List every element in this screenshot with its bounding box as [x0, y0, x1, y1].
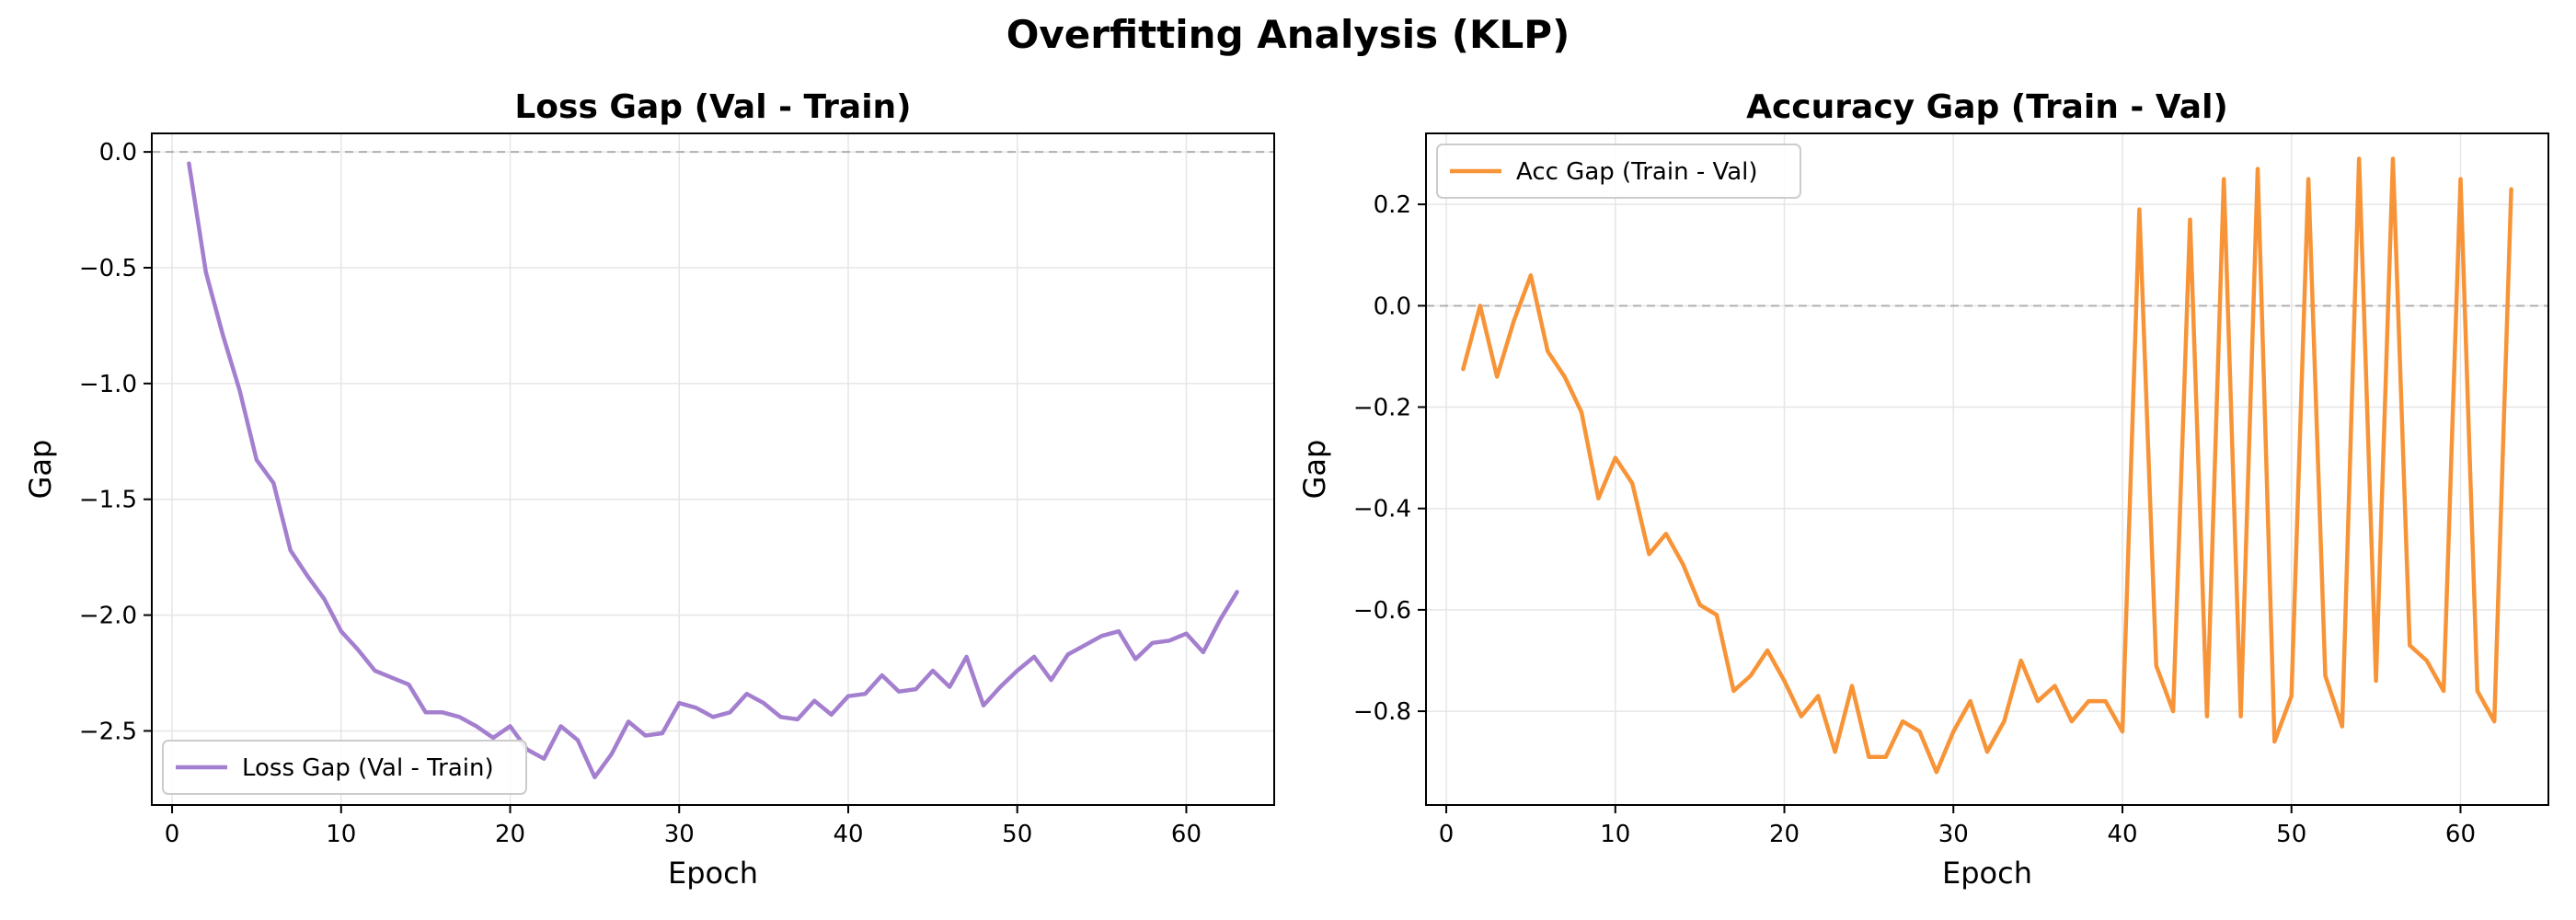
x-tick-label: 40	[833, 821, 863, 848]
chart-title: Loss Gap (Val - Train)	[514, 88, 911, 126]
x-tick-label: 60	[1171, 821, 1202, 848]
legend-box	[1436, 144, 1801, 199]
x-tick-label: 60	[2445, 821, 2476, 848]
legend: Loss Gap (Val - Train)	[162, 740, 527, 795]
x-tick-label: 50	[2276, 821, 2306, 848]
accuracy-gap-chart: Accuracy Gap (Train - Val) 0 10 20 30 40 50 60…	[1297, 88, 2549, 891]
y-tick-label: −1.5	[79, 487, 137, 514]
y-axis-label: Gap	[1297, 440, 1332, 500]
y-tick-label: −1.0	[79, 371, 137, 398]
legend-box	[162, 740, 527, 795]
x-tick-label: 20	[495, 821, 525, 848]
y-tick-label: 0.0	[99, 139, 137, 167]
x-axis-label: Epoch	[1942, 856, 2032, 891]
series-line	[1461, 156, 2513, 775]
x-tick-label: 20	[1769, 821, 1800, 848]
y-tick-label: −0.2	[1353, 395, 1411, 422]
chart-title: Accuracy Gap (Train - Val)	[1746, 88, 2228, 126]
y-tick-label: −2.0	[79, 603, 137, 630]
x-tick-label: 30	[664, 821, 695, 848]
x-axis-label: Epoch	[668, 856, 758, 891]
legend: Acc Gap (Train - Val)	[1436, 144, 1801, 199]
y-tick-label: 0.2	[1374, 191, 1411, 219]
y-tick-label: −2.5	[79, 718, 137, 745]
legend-label: Loss Gap (Val - Train)	[242, 754, 494, 782]
x-tick-label: 10	[326, 821, 356, 848]
y-tick-label: −0.8	[1353, 698, 1411, 726]
legend-label: Acc Gap (Train - Val)	[1516, 158, 1758, 186]
y-tick-label: −0.4	[1353, 496, 1411, 523]
y-tick-label: 0.0	[1374, 293, 1411, 320]
plot-frame	[151, 132, 1275, 806]
x-tick-label: 0	[165, 821, 180, 848]
y-tick-label: −0.6	[1353, 597, 1411, 625]
x-tick-label: 50	[1002, 821, 1032, 848]
y-tick-label: −0.5	[79, 255, 137, 282]
loss-gap-chart: Loss Gap (Val - Train) 0 10 20 30 40 50 60 0.0 −…	[23, 88, 1275, 891]
y-axis-label: Gap	[23, 440, 58, 500]
plot-frame	[1425, 132, 2549, 806]
figure-title: Overfitting Analysis (KLP)	[1006, 12, 1570, 57]
x-tick-label: 10	[1600, 821, 1630, 848]
x-tick-label: 30	[1938, 821, 1969, 848]
series-line	[187, 161, 1239, 780]
x-tick-label: 0	[1439, 821, 1455, 848]
x-tick-label: 40	[2107, 821, 2137, 848]
